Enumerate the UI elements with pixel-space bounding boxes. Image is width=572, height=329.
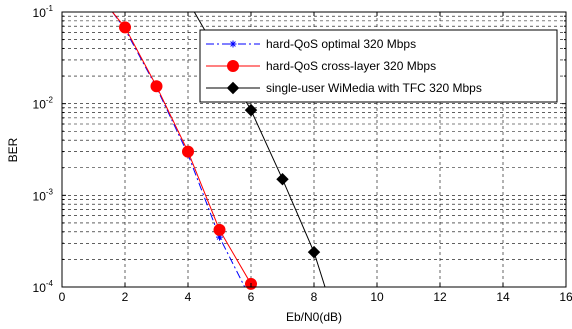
- marker-diamond: [226, 81, 240, 95]
- series-group: [111, 11, 326, 290]
- marker-circle: [213, 223, 226, 236]
- x-tick-label: 4: [185, 290, 192, 304]
- x-tick-label: 0: [59, 290, 66, 304]
- legend-label: hard-QoS optimal 320 Mbps: [266, 37, 416, 51]
- legend-label: hard-QoS cross-layer 320 Mbps: [266, 59, 436, 73]
- x-tick-label: 12: [433, 290, 447, 304]
- y-axis-label: BER: [6, 137, 20, 162]
- x-tick-label: 2: [122, 290, 129, 304]
- marker-circle: [119, 21, 131, 34]
- x-tick-label: 10: [370, 290, 384, 304]
- y-tick-label: 10-2: [33, 96, 54, 112]
- y-tick-label: 10-1: [33, 4, 54, 20]
- marker-circle: [182, 145, 194, 158]
- marker-diamond: [276, 172, 289, 186]
- x-tick-label: 16: [559, 290, 572, 304]
- x-tick-label: 8: [311, 290, 318, 304]
- x-tick-label: 14: [496, 290, 510, 304]
- series-2: [112, 11, 257, 290]
- legend-label: single-user WiMedia with TFC 320 Mbps: [266, 81, 482, 95]
- legend: hard-QoS optimal 320 Mbps hard-QoS cross-…: [199, 29, 558, 103]
- axis-ticks: 0 2 4 6 8 10 12 14 16 10-1 10-2 10-3 10-4: [33, 4, 572, 304]
- marker-diamond: [307, 245, 321, 259]
- marker-diamond: [244, 103, 258, 117]
- marker-asterisk-stroke: [230, 41, 236, 47]
- grid: [62, 12, 566, 287]
- x-axis-label: Eb/N0(dB): [286, 310, 342, 324]
- marker-circle: [227, 60, 239, 72]
- y-tick-label: 10-3: [33, 187, 54, 203]
- x-tick-label: 6: [248, 290, 255, 304]
- y-tick-label: 10-4: [33, 279, 54, 295]
- marker-asterisk: [229, 40, 237, 48]
- marker-circle: [150, 80, 163, 93]
